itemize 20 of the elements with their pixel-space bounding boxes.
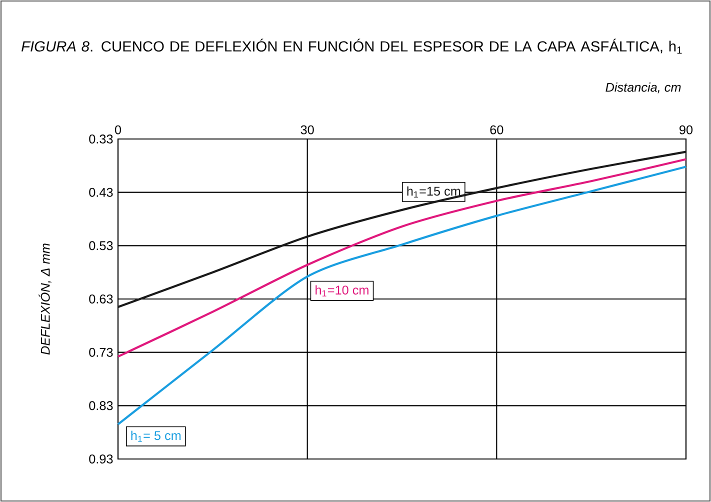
x-axis-title: Distancia, cm [606, 82, 681, 94]
y-axis-title: DEFLEXIÓN, Δ mm [38, 244, 52, 355]
x-tick-label: 0 [114, 125, 122, 134]
y-tick-label: 0.63 [89, 294, 113, 304]
y-tick-label: 0.73 [89, 348, 113, 357]
line-series [116, 166, 688, 426]
line-series [116, 158, 688, 358]
x-tick-label: 30 [300, 125, 314, 134]
series-label: h$_{1}$=15 cm [407, 186, 460, 198]
series-label: h$_{1}$= 5 cm [131, 430, 181, 442]
y-tick-label: 0.43 [89, 188, 113, 197]
series-label: h$_{1}$=10 cm [316, 285, 368, 296]
y-tick-label: 0.33 [89, 134, 113, 144]
y-tick-label: 0.53 [89, 241, 113, 250]
x-tick-label: 60 [490, 125, 504, 134]
y-tick-label: 0.93 [89, 454, 113, 464]
y-tick-label: 0.83 [89, 401, 113, 410]
x-tick-label: 90 [680, 125, 693, 134]
chart-title: FIGURA 8. CUENCO DE DEFLEXIÓN EN FUNCIÓN DEL ESPESOR DE LA CAPA ASFÁLTICA, h$_{1}$ [22, 38, 682, 54]
line-series [116, 150, 688, 308]
